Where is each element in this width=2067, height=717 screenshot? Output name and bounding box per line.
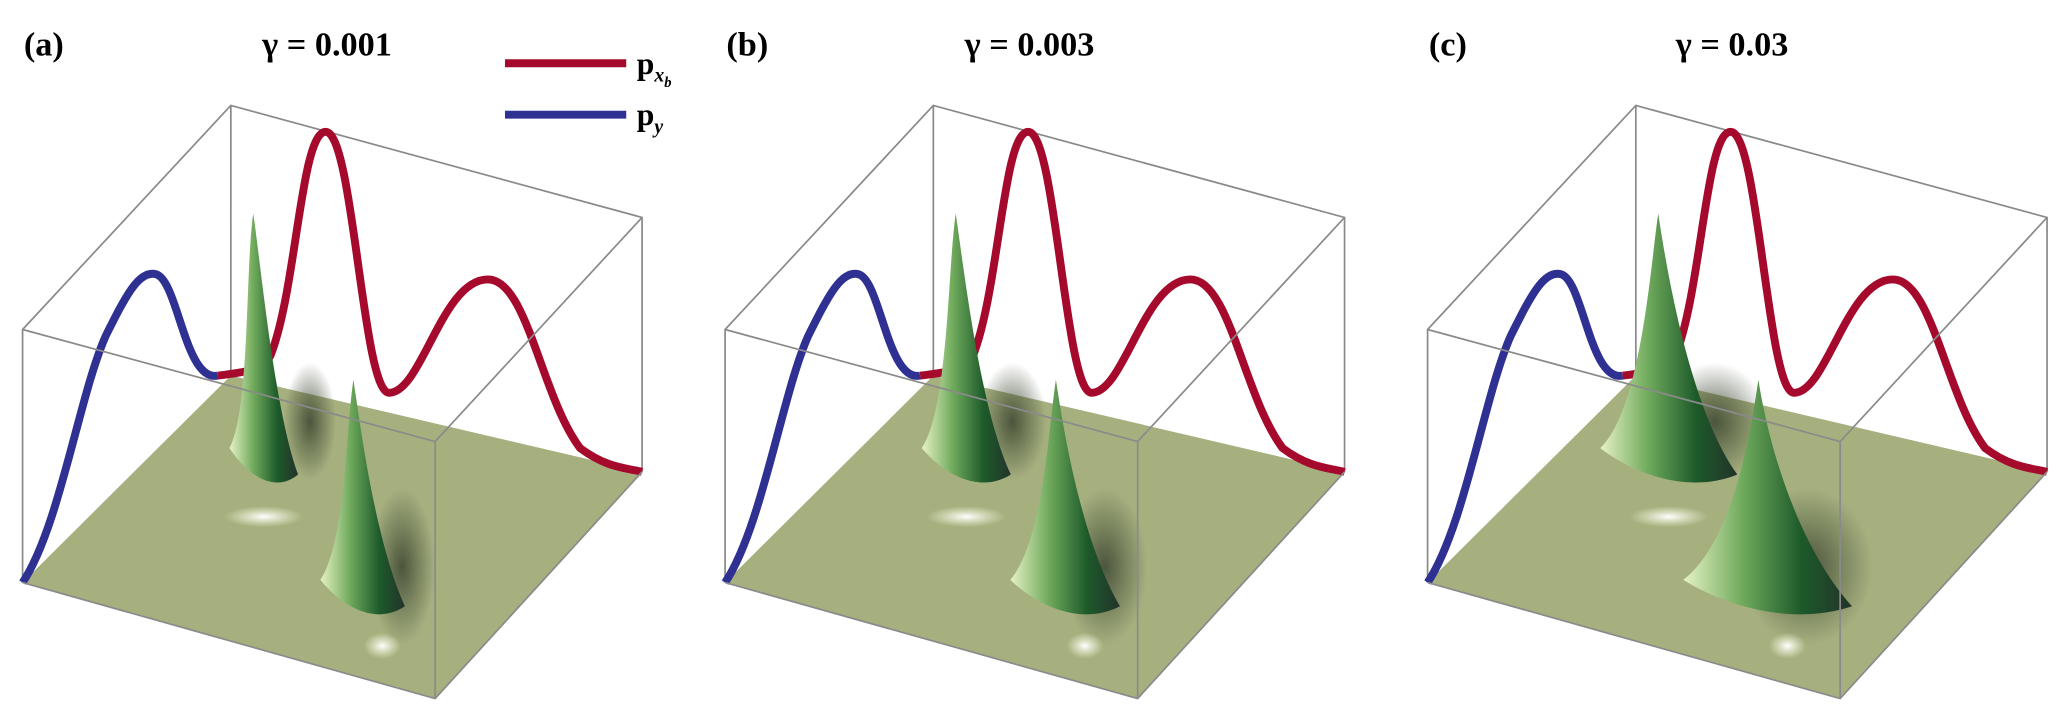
glow: [1629, 506, 1709, 528]
py-curve: [1424, 269, 1624, 585]
glow: [1066, 632, 1104, 660]
pxb-curve: [919, 127, 1346, 476]
box-back-edges: [724, 104, 1346, 583]
box-back-edges: [1426, 104, 2048, 583]
peak: [1600, 213, 1738, 483]
glow: [224, 506, 304, 528]
py-curve: [19, 269, 219, 585]
peak: [229, 213, 299, 483]
box-front-edges: [1427, 216, 2048, 700]
glow: [926, 506, 1006, 528]
legend-symbol: p: [637, 46, 655, 81]
panel-title: γ = 0.001: [261, 25, 392, 63]
panel-title: γ = 0.03: [1675, 25, 1789, 63]
pxb-curve: [217, 127, 644, 476]
peak: [1683, 379, 1852, 615]
legend-subsub: b: [664, 75, 671, 91]
panel: (c) γ = 0.03: [1424, 25, 2049, 700]
panel: (a) γ = 0.001: [19, 25, 644, 700]
peak: [921, 213, 1011, 483]
panel-label: (b): [726, 25, 768, 63]
peak: [1010, 379, 1120, 615]
shadow: [283, 362, 337, 482]
legend-sub: y: [652, 116, 663, 138]
glow: [363, 632, 401, 660]
legend-symbol: p: [637, 97, 655, 132]
panel-label: (a): [24, 25, 64, 63]
py-curve: [721, 269, 921, 585]
legend-label: pxb: [637, 46, 672, 91]
peak: [320, 379, 405, 615]
floor: [22, 375, 643, 699]
panel: (b) γ = 0.003: [721, 25, 1346, 700]
box-front-edges: [724, 216, 1346, 700]
panel-title: γ = 0.003: [964, 25, 1095, 63]
box-back-edges: [21, 104, 643, 583]
glow: [1768, 632, 1806, 660]
box-front-edges: [22, 216, 643, 700]
legend-sub: x: [653, 65, 664, 87]
pxb-curve: [1622, 127, 2049, 476]
legend-label: py: [637, 97, 664, 138]
panel-label: (c): [1429, 25, 1467, 63]
